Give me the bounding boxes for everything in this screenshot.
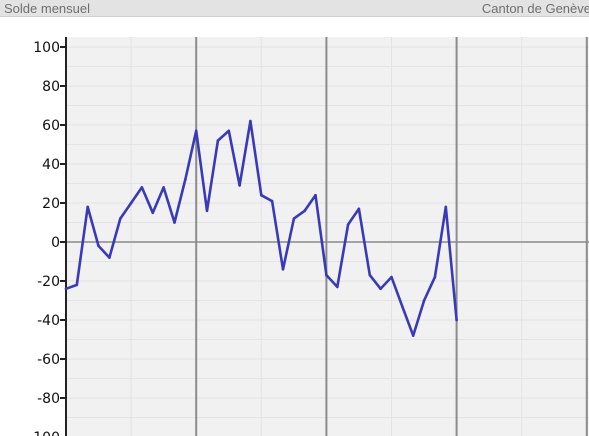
data-point bbox=[108, 256, 111, 259]
data-point bbox=[411, 334, 415, 337]
data-point bbox=[325, 273, 328, 277]
data-point bbox=[86, 205, 89, 209]
data-point bbox=[260, 193, 263, 197]
data-point bbox=[357, 207, 361, 211]
data-point bbox=[184, 178, 187, 181]
data-point bbox=[227, 129, 231, 133]
data-point bbox=[390, 275, 393, 279]
y-tick-label: 20 bbox=[42, 196, 60, 212]
data-point bbox=[129, 201, 133, 205]
y-tick-label: -100 bbox=[28, 430, 60, 436]
data-point bbox=[173, 221, 176, 224]
data-point bbox=[422, 299, 426, 302]
data-point bbox=[336, 285, 339, 289]
y-tick-label: -80 bbox=[37, 391, 60, 407]
data-point bbox=[249, 119, 252, 123]
data-point bbox=[194, 129, 198, 133]
chart-series-title: Solde mensuel bbox=[4, 1, 90, 16]
chart-region-label: Canton de Genève bbox=[481, 1, 589, 16]
data-point bbox=[64, 287, 68, 291]
data-point bbox=[140, 186, 144, 189]
data-point bbox=[433, 275, 437, 279]
data-point bbox=[292, 217, 296, 220]
y-tick-label: -20 bbox=[37, 274, 60, 290]
data-point bbox=[162, 186, 165, 189]
y-tick-label: 60 bbox=[42, 118, 60, 134]
data-point bbox=[205, 209, 209, 213]
data-point bbox=[238, 184, 241, 187]
data-point bbox=[270, 199, 274, 203]
y-tick-label: 0 bbox=[51, 235, 60, 251]
data-point bbox=[281, 268, 285, 271]
data-point bbox=[119, 217, 122, 220]
data-point bbox=[368, 273, 372, 277]
y-tick-label: -60 bbox=[37, 352, 60, 368]
chart-header-bar: Solde mensuel Canton de Genève bbox=[0, 0, 589, 17]
data-point bbox=[216, 139, 220, 142]
y-tick-label: 80 bbox=[42, 79, 60, 95]
data-point bbox=[455, 318, 458, 322]
data-point bbox=[314, 193, 317, 197]
y-tick-label: -40 bbox=[37, 313, 60, 329]
data-point bbox=[401, 305, 404, 308]
data-point bbox=[444, 205, 448, 209]
data-point bbox=[97, 244, 100, 248]
data-point bbox=[75, 283, 79, 287]
y-tick-label: 40 bbox=[42, 157, 60, 173]
data-point bbox=[346, 223, 350, 226]
data-point bbox=[303, 209, 307, 213]
plot-area bbox=[66, 37, 589, 436]
y-tick-label: 100 bbox=[33, 40, 60, 56]
data-point bbox=[379, 287, 382, 291]
data-point bbox=[151, 211, 155, 215]
